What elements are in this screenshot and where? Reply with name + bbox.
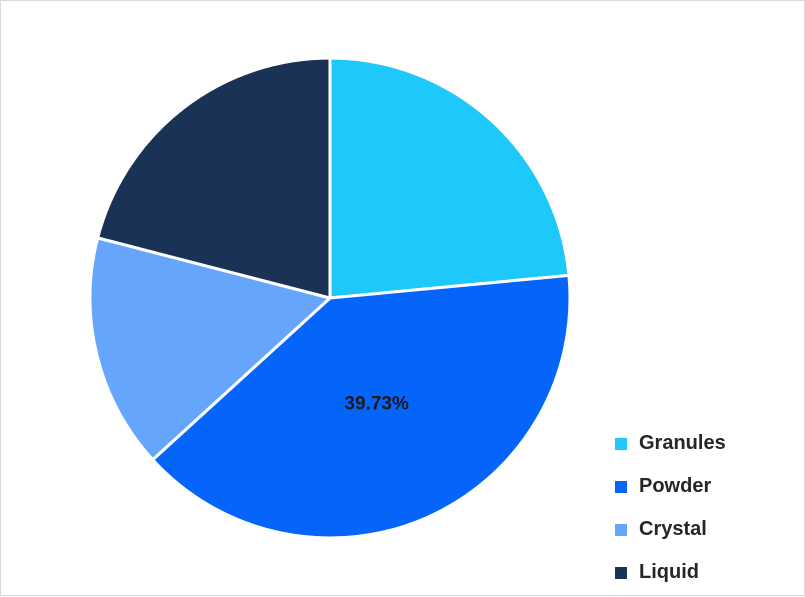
legend-label: Granules (639, 432, 726, 454)
legend-label: Liquid (639, 561, 699, 583)
data-label-powder: 39.73% (344, 393, 409, 414)
legend-item-granules: Granules (615, 422, 726, 465)
legend-item-crystal: Crystal (615, 508, 726, 551)
legend-label: Powder (639, 475, 712, 497)
legend: Granules Powder Crystal Liquid (615, 422, 726, 594)
pie-slice-crystal (88, 236, 332, 462)
pie-slice-liquid (96, 56, 332, 300)
legend-item-liquid: Liquid (615, 551, 726, 594)
legend-swatch (615, 480, 627, 493)
legend-item-powder: Powder (615, 465, 726, 508)
legend-label: Crystal (639, 518, 707, 540)
pie-slice-powder (151, 273, 572, 540)
legend-swatch (615, 566, 627, 579)
legend-swatch (615, 523, 627, 536)
pie-slice-granules (328, 56, 571, 300)
legend-swatch (615, 437, 627, 450)
